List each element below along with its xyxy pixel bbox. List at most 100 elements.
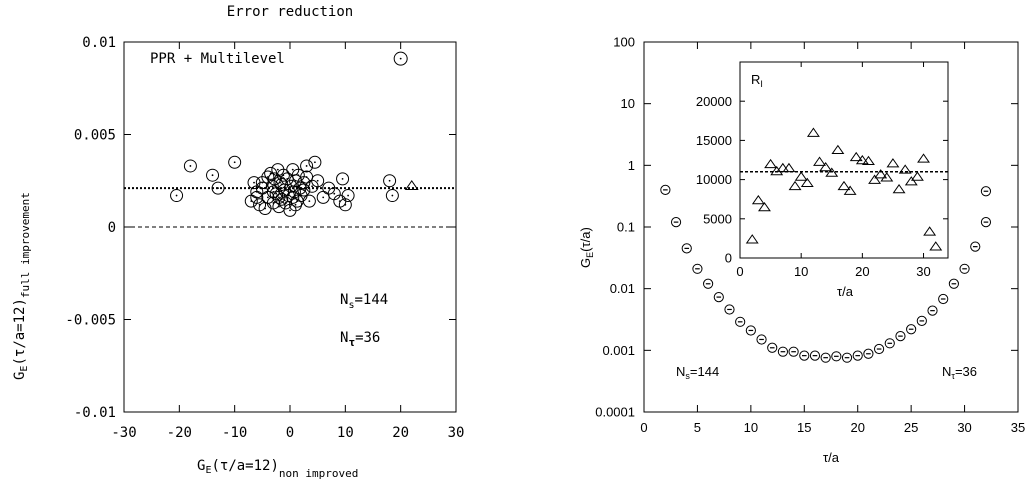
- x-tick-label: 10: [794, 264, 808, 279]
- data-point: [849, 151, 863, 162]
- data-point-center: [286, 178, 289, 180]
- left-yaxis-label: GE(τ/a=12)full improvement: [12, 192, 32, 380]
- data-point: [261, 170, 275, 184]
- data-point: [265, 179, 279, 193]
- data-point-center: [311, 185, 314, 188]
- data-point: [831, 144, 845, 155]
- right-ylabel-mid: (τ/a): [578, 227, 593, 252]
- left-ns-main: N: [340, 292, 348, 308]
- x-tick-label: 10: [337, 425, 354, 441]
- x-tick-label: 20: [850, 420, 864, 435]
- x-tick-label: 0: [640, 420, 647, 435]
- data-point: [206, 168, 220, 182]
- data-point: [308, 155, 322, 169]
- data-point: [297, 183, 311, 197]
- data-point-center: [278, 205, 280, 208]
- data-point: [404, 180, 419, 191]
- data-point-center: [388, 179, 391, 182]
- data-point-center: [266, 176, 269, 178]
- inset-title-sub: I: [760, 79, 763, 89]
- data-point-center: [266, 196, 269, 199]
- left-xlabel-mid: (τ/a=12): [211, 458, 278, 474]
- data-point-center: [261, 181, 264, 184]
- data-point: [904, 176, 918, 186]
- data-point: [770, 165, 784, 176]
- left-ylabel-main: G: [12, 372, 28, 380]
- data-point: [892, 183, 906, 194]
- y-tick-label: 0.0001: [595, 405, 635, 420]
- data-point: [868, 174, 882, 184]
- data-point: [855, 154, 869, 165]
- right-nt-sub: τ: [951, 371, 955, 381]
- y-tick-label: 20000: [696, 94, 732, 109]
- data-point-center: [314, 161, 316, 164]
- x-tick-label: 20: [855, 264, 869, 279]
- data-point: [874, 169, 888, 179]
- inset-title-main: R: [751, 72, 760, 87]
- data-point: [776, 162, 790, 173]
- data-point: [923, 226, 937, 236]
- data-point-center: [305, 176, 308, 178]
- data-point: [300, 170, 314, 184]
- right-yaxis-label: GE(τ/a): [578, 227, 595, 268]
- x-tick-label: 30: [957, 420, 971, 435]
- x-tick-label: 10: [744, 420, 758, 435]
- data-point: [800, 177, 814, 187]
- data-point-center: [272, 190, 275, 193]
- data-point-center: [289, 209, 291, 212]
- data-point: [276, 168, 290, 182]
- y-tick-label: 0.1: [617, 220, 635, 235]
- inset-chart: 0 10 20 30 0 5000 10000 15000 20000 RI τ/a: [696, 61, 949, 299]
- data-point: [275, 192, 289, 206]
- data-point: [211, 181, 225, 195]
- y-tick-label: 0.01: [82, 35, 116, 51]
- left-chart: Error reduction -30 -20 -10 0 10 20 30 -0.01 -0.…: [12, 4, 464, 480]
- data-point: [764, 158, 778, 169]
- data-point-center: [294, 203, 297, 206]
- data-point-center: [287, 194, 290, 197]
- data-point: [341, 189, 355, 203]
- data-point-center: [233, 161, 236, 164]
- left-ylabel-sub2: full improvement: [19, 192, 32, 298]
- data-point: [250, 190, 264, 204]
- right-data-points: [660, 184, 992, 363]
- data-point: [758, 201, 771, 212]
- data-point-center: [333, 192, 336, 195]
- data-point: [917, 153, 930, 163]
- data-point-center: [302, 189, 305, 191]
- right-ns-annotation: Ns=144: [676, 364, 719, 381]
- data-point-center: [291, 196, 294, 199]
- data-point: [383, 174, 397, 188]
- data-point-center: [316, 179, 319, 182]
- data-point-center: [189, 165, 192, 167]
- right-nt-main: N: [942, 364, 951, 379]
- data-point: [813, 156, 826, 166]
- y-tick-label: 0: [108, 220, 116, 236]
- data-point: [393, 51, 408, 66]
- data-point: [880, 172, 894, 182]
- y-tick-label: 10000: [696, 172, 732, 187]
- inset-frame: [739, 61, 949, 259]
- data-point: [898, 164, 912, 174]
- left-xaxis-label: GE(τ/a=12)non improved: [197, 458, 358, 480]
- data-point-center: [327, 187, 330, 190]
- left-ns-rest: =144: [354, 292, 388, 308]
- left-legend-label: PPR + Multilevel: [150, 51, 285, 67]
- data-point: [300, 159, 314, 173]
- data-point: [289, 198, 303, 212]
- data-point-center: [278, 196, 280, 199]
- x-tick-label: 30: [916, 264, 930, 279]
- data-point: [788, 180, 802, 191]
- data-point-center: [279, 181, 281, 184]
- data-point: [183, 159, 197, 173]
- data-point-center: [284, 202, 287, 204]
- left-data-points: [170, 51, 419, 217]
- data-point-center: [217, 187, 219, 190]
- data-point-center: [255, 196, 258, 199]
- y-tick-label: 10: [621, 96, 635, 111]
- data-point: [385, 189, 399, 203]
- data-point: [170, 189, 184, 203]
- left-chart-title: Error reduction: [227, 4, 353, 20]
